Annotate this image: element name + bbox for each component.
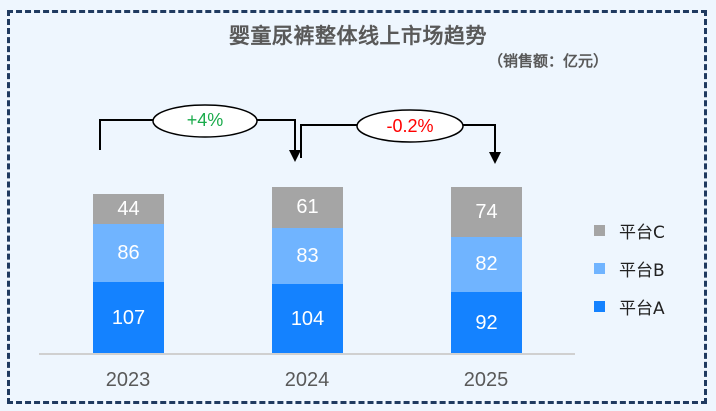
bar-segment-2024-平台A: 104: [272, 284, 343, 354]
chart-frame: [7, 10, 707, 404]
bar-segment-2025-平台A: 92: [451, 292, 522, 354]
legend-item-b: 平台B: [594, 256, 665, 281]
legend-label-a: 平台A: [619, 299, 665, 319]
legend-label-b: 平台B: [619, 261, 665, 281]
bar-segment-2024-平台C: 61: [272, 187, 343, 228]
legend-swatch-c: [594, 225, 605, 236]
bar-segment-2025-平台C: 74: [451, 187, 522, 237]
bar-segment-2025-平台B: 82: [451, 237, 522, 292]
growth-label-2025: -0.2%: [386, 116, 434, 136]
bar-segment-2023-平台B: 86: [93, 224, 164, 282]
x-tick-2025: 2025: [463, 369, 509, 391]
bar-segment-2024-平台B: 83: [272, 228, 343, 284]
legend-item-a: 平台A: [594, 294, 665, 319]
bar-segment-2023-平台A: 107: [93, 282, 164, 354]
legend-swatch-a: [594, 301, 605, 312]
x-tick-2023: 2023: [105, 369, 151, 391]
x-axis-line: [39, 353, 575, 355]
legend-item-c: 平台C: [594, 218, 665, 243]
unit-label: （销售额：亿元）: [487, 52, 608, 70]
bar-segment-2023-平台C: 44: [93, 194, 164, 224]
legend-label-c: 平台C: [619, 223, 665, 243]
growth-label-2024: +4%: [186, 110, 224, 130]
legend-swatch-b: [594, 263, 605, 274]
chart-title: 婴童尿裤整体线上市场趋势: [229, 24, 487, 48]
x-tick-2024: 2024: [284, 369, 330, 391]
